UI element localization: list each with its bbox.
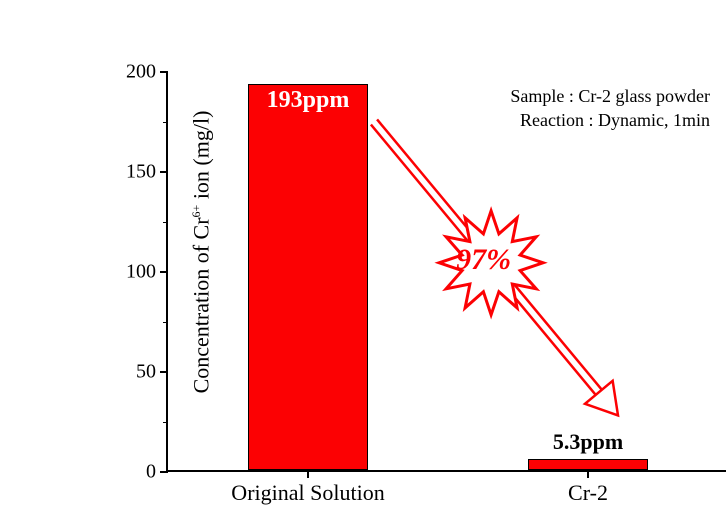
x-tick [307,470,309,478]
x-tick [587,470,589,478]
chart-container: Concentration of Cr6+ ion (mg/l) 0501001… [56,32,676,472]
y-tick-label: 100 [126,261,156,284]
arrowhead-icon [585,381,618,416]
plot-area: 050100150200Original Solution193ppmCr-25… [166,72,726,472]
y-tick-minor [163,222,168,223]
reaction-info-line: Reaction : Dynamic, 1min [520,110,710,131]
y-tick-label: 0 [146,461,156,484]
bar [528,459,648,470]
x-category-label: Original Solution [231,480,384,506]
bar-value-label: 193ppm [248,87,368,114]
y-tick-minor [163,122,168,123]
x-category-label: Cr-2 [568,480,608,506]
y-tick [160,371,168,373]
y-tick-minor [163,322,168,323]
y-tick [160,271,168,273]
y-tick-label: 200 [126,61,156,84]
bar [248,84,368,470]
y-tick-minor [163,422,168,423]
y-tick [160,471,168,473]
starburst-icon [439,211,543,315]
reduction-percent-label: 97% [456,243,511,277]
bar-value-label: 5.3ppm [528,429,648,455]
y-tick-label: 50 [136,361,156,384]
y-tick-label: 150 [126,161,156,184]
y-tick [160,71,168,73]
sample-info-line: Sample : Cr-2 glass powder [510,86,710,107]
y-tick [160,171,168,173]
